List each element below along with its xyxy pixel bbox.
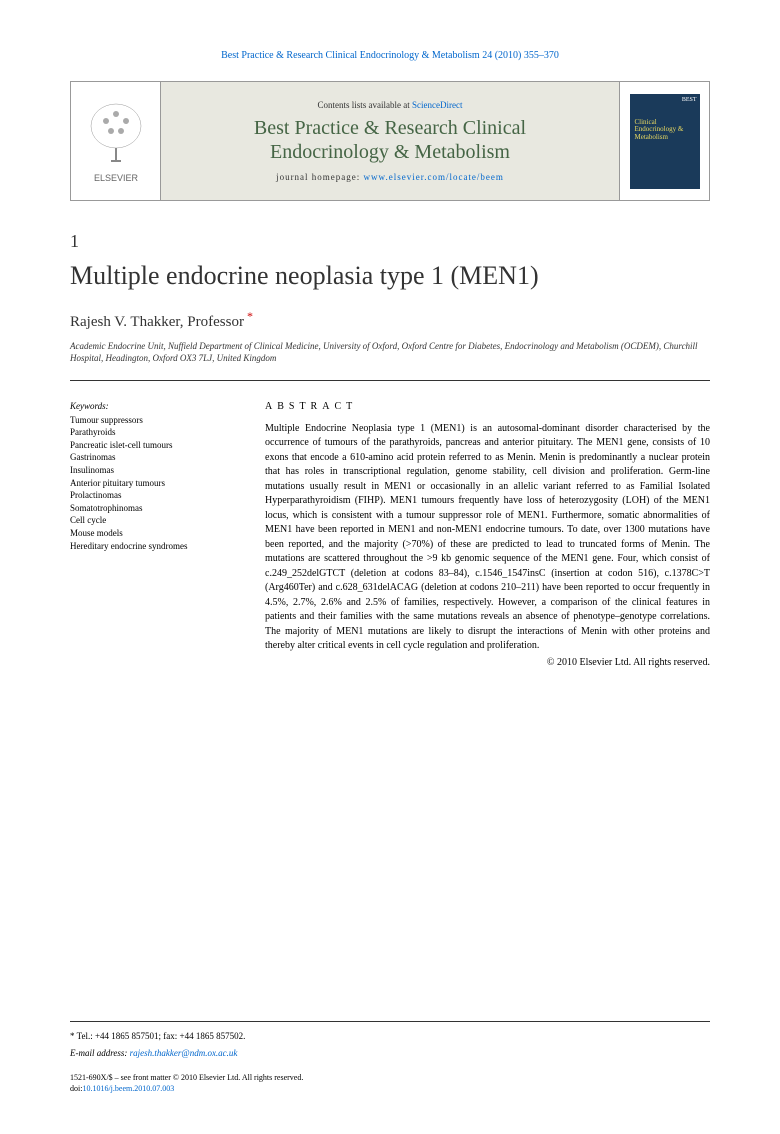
footer: * Tel.: +44 1865 857501; fax: +44 1865 8… <box>70 1021 710 1094</box>
contents-prefix: Contents lists available at <box>318 100 412 110</box>
article-title: Multiple endocrine neoplasia type 1 (MEN… <box>70 260 710 291</box>
keyword-item: Pancreatic islet-cell tumours <box>70 439 235 452</box>
keywords-column: Keywords: Tumour suppressorsParathyroids… <box>70 401 235 668</box>
doi-line: doi:10.1016/j.beem.2010.07.003 <box>70 1083 710 1094</box>
email-label: E-mail address: <box>70 1048 127 1058</box>
banner-center: Contents lists available at ScienceDirec… <box>161 82 619 200</box>
keyword-item: Hereditary endocrine syndromes <box>70 540 235 553</box>
journal-line1: Best Practice & Research Clinical <box>254 117 526 139</box>
journal-line2: Endocrinology & Metabolism <box>270 141 510 163</box>
journal-banner: ELSEVIER Contents lists available at Sci… <box>70 81 710 201</box>
cover-title: Clinical Endocrinology & Metabolism <box>635 119 695 142</box>
doi-link[interactable]: 10.1016/j.beem.2010.07.003 <box>82 1084 174 1093</box>
author-asterisk: * <box>244 309 253 323</box>
journal-name: Best Practice & Research Clinical Endocr… <box>176 116 604 164</box>
header-citation: Best Practice & Research Clinical Endocr… <box>70 50 710 61</box>
journal-cover-icon: BEST Clinical Endocrinology & Metabolism <box>630 94 700 189</box>
elsevier-tree-icon: ELSEVIER <box>81 96 151 186</box>
author-text: Rajesh V. Thakker, Professor <box>70 314 244 330</box>
footer-tel: * Tel.: +44 1865 857501; fax: +44 1865 8… <box>70 1030 710 1043</box>
keywords-list: Tumour suppressorsParathyroidsPancreatic… <box>70 414 235 553</box>
keyword-item: Mouse models <box>70 527 235 540</box>
issn-line: 1521-690X/$ – see front matter © 2010 El… <box>70 1072 710 1083</box>
abstract-column: ABSTRACT Multiple Endocrine Neoplasia ty… <box>265 401 710 668</box>
keywords-heading: Keywords: <box>70 401 235 411</box>
author-name: Rajesh V. Thakker, Professor * <box>70 309 710 331</box>
cover-thumb-box: BEST Clinical Endocrinology & Metabolism <box>619 82 709 200</box>
content-columns: Keywords: Tumour suppressorsParathyroids… <box>70 401 710 668</box>
abstract-text: Multiple Endocrine Neoplasia type 1 (MEN… <box>265 422 710 654</box>
elsevier-logo-box: ELSEVIER <box>71 82 161 200</box>
keyword-item: Cell cycle <box>70 514 235 527</box>
svg-text:ELSEVIER: ELSEVIER <box>93 173 138 183</box>
doi-prefix: doi: <box>70 1084 82 1093</box>
footer-email-line: E-mail address: rajesh.thakker@ndm.ox.ac… <box>70 1047 710 1060</box>
keyword-item: Insulinomas <box>70 464 235 477</box>
section-number: 1 <box>70 231 710 252</box>
abstract-copyright: © 2010 Elsevier Ltd. All rights reserved… <box>265 657 710 668</box>
keyword-item: Anterior pituitary tumours <box>70 477 235 490</box>
keyword-item: Parathyroids <box>70 426 235 439</box>
affiliation: Academic Endocrine Unit, Nuffield Depart… <box>70 341 710 380</box>
keyword-item: Somatotrophinomas <box>70 502 235 515</box>
cover-best-label: BEST <box>682 97 697 103</box>
keyword-item: Tumour suppressors <box>70 414 235 427</box>
homepage-prefix: journal homepage: <box>276 172 363 182</box>
keyword-item: Gastrinomas <box>70 451 235 464</box>
email-link[interactable]: rajesh.thakker@ndm.ox.ac.uk <box>130 1048 238 1058</box>
abstract-heading: ABSTRACT <box>265 401 710 412</box>
contents-available: Contents lists available at ScienceDirec… <box>176 100 604 110</box>
keyword-item: Prolactinomas <box>70 489 235 502</box>
homepage-url[interactable]: www.elsevier.com/locate/beem <box>364 172 504 182</box>
footer-bottom: 1521-690X/$ – see front matter © 2010 El… <box>70 1072 710 1094</box>
homepage-line: journal homepage: www.elsevier.com/locat… <box>176 172 604 182</box>
sciencedirect-link[interactable]: ScienceDirect <box>412 100 462 110</box>
